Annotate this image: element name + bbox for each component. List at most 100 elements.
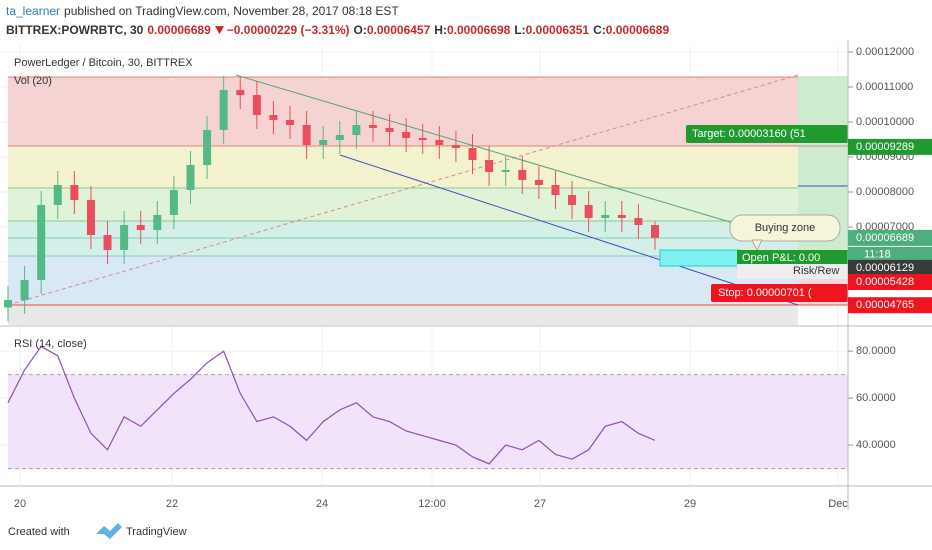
x-tick-label: 27 (534, 498, 546, 510)
candle-body (368, 125, 377, 128)
candle-body (584, 204, 593, 219)
candle-body (352, 125, 361, 135)
candle-body (186, 165, 195, 191)
x-tick-label: 20 (14, 498, 26, 510)
candle-body (252, 95, 261, 115)
candle-body (402, 132, 411, 138)
candle-body (319, 139, 328, 145)
target-label: Target: 0.00003160 (51 (692, 128, 806, 140)
candle-body (468, 148, 477, 161)
candle-body (4, 300, 12, 308)
candle-body (435, 139, 444, 145)
c: 0.00006689 (606, 23, 670, 37)
candle-body (651, 225, 659, 238)
candle-body (103, 235, 112, 250)
l: 0.00006351 (526, 23, 590, 37)
rr-bg (737, 264, 848, 279)
candle-body (203, 130, 212, 166)
pnl: Open P&L: 0.00 (742, 252, 820, 264)
drawings: Target: 0.00003160 (51 Buying zone Open … (235, 74, 848, 306)
indicator: Vol (20) (14, 75, 52, 87)
stop-bg (711, 284, 848, 302)
price-label: 0.00009289 (856, 141, 914, 153)
rr: Risk/Rew (793, 265, 840, 277)
price-label: 0.00004765 (856, 299, 914, 311)
x-tick-label: Dec (828, 498, 848, 510)
y-tick-label: 40.0000 (856, 439, 896, 451)
candle-body (169, 190, 178, 215)
y-tick-label: 0.00011000 (856, 81, 913, 93)
x-tick-label: 24 (316, 498, 328, 510)
channel-bottom (339, 154, 799, 306)
candle-body (53, 185, 62, 205)
y-tick-label: 0.00010000 (856, 116, 914, 128)
candle-body (286, 120, 295, 126)
price-label-bg (848, 297, 932, 314)
price-label-bg (848, 138, 932, 155)
published: published on TradingView.com, November 2… (64, 4, 399, 18)
stop: Stop: 0.00000701 ( (718, 287, 812, 299)
last: 0.00006689 (147, 23, 211, 37)
zone (8, 188, 798, 221)
y-tick-label: 0.00008000 (856, 186, 914, 198)
candle-body (219, 90, 228, 131)
down-arrow (215, 26, 225, 35)
price-label-bg (848, 259, 932, 276)
price-label: 0.00006689 (856, 232, 914, 244)
price-label: 0.00005428 (856, 276, 914, 288)
rsi-line (7, 345, 656, 465)
candle-body (269, 115, 278, 121)
candle-body (136, 225, 145, 231)
y-tick-label: 0.00012000 (856, 46, 914, 58)
x-tick-label: 29 (684, 498, 696, 510)
price-label: 0.00006129 (856, 262, 914, 274)
candle-body (601, 214, 610, 219)
chart-title: PowerLedger / Bitcoin, 30, BITTREX (14, 57, 193, 69)
candle-body (617, 214, 626, 219)
symbol: BITTREX:POWRBTC, 30 (6, 23, 144, 37)
zone (8, 305, 798, 325)
candle-body (20, 279, 29, 301)
channel-top (235, 74, 741, 226)
x-tick-label: 12:00 (418, 498, 446, 510)
callout (729, 214, 841, 242)
user[interactable]: ta_learner (6, 4, 60, 18)
x-tick-label: 22 (166, 498, 178, 510)
pnl-bg (737, 250, 848, 266)
target-label-bg (686, 125, 848, 143)
candle-body (70, 185, 79, 201)
price-label-bg (848, 274, 932, 291)
axes: 20 22 24 12:00 27 29 Dec 0.00012000 0.00011000 0.… (14, 46, 932, 510)
candle-body (501, 169, 510, 173)
symbol-line: BITTREX:POWRBTC, 30 0.00006689 −0.00000229… (6, 23, 669, 37)
candle-body (335, 134, 344, 140)
candles (4, 76, 659, 322)
rsi-title: RSI (14, close) (14, 338, 87, 350)
footer-brand[interactable]: TradingView (126, 526, 187, 538)
footer-created: Created with (8, 526, 70, 538)
candle-body (551, 185, 560, 196)
candle-body (485, 160, 494, 173)
buy-zone-box (659, 249, 741, 267)
candle-body (418, 137, 427, 140)
countdown-bg (848, 246, 932, 262)
candle-body (153, 214, 162, 231)
candle-body (634, 218, 643, 226)
rsi (7, 345, 656, 465)
y-tick-label: 60.0000 (856, 392, 896, 404)
change: −0.00000229 (−3.31%) (227, 23, 350, 37)
rsi-band (8, 374, 848, 469)
zone (8, 146, 798, 188)
o: 0.00006457 (367, 23, 431, 37)
candle-body (302, 125, 311, 145)
h-label: H: (434, 23, 447, 37)
price-label-bg (848, 229, 932, 246)
candle-body (568, 195, 577, 205)
l-label: L: (514, 23, 525, 37)
o-label: O: (354, 23, 367, 37)
candle-body (451, 144, 460, 149)
candle-body (236, 90, 245, 96)
candle-body (37, 204, 46, 280)
callout-tail (751, 239, 763, 252)
